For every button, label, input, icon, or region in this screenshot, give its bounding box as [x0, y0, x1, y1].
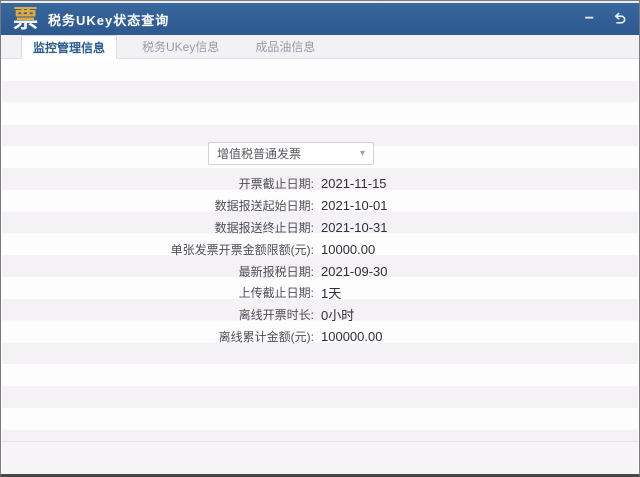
field-row-single-invoice-limit: 单张发票开票金额限额(元): 10000.00 [2, 238, 638, 260]
field-label: 上传截止日期: [238, 286, 314, 301]
field-row-offline-invoicing-duration: 离线开票时长: 0小时 [2, 304, 638, 326]
field-row-report-start-date: 数据报送起始日期: 2021-10-01 [2, 195, 638, 217]
field-value: 100000.00 [321, 328, 383, 344]
field-label: 单张发票开票金额限额(元): [170, 242, 314, 257]
field-value: 2021-10-01 [321, 198, 388, 214]
field-value: 10000.00 [321, 241, 376, 257]
window-title: 税务UKey状态查询 [48, 12, 170, 28]
tab-ukey-info[interactable]: 税务UKey信息 [142, 40, 220, 54]
field-row-latest-tax-filing-date: 最新报税日期: 2021-09-30 [2, 260, 638, 282]
minimize-button[interactable]: − [584, 10, 594, 27]
field-rows: 开票截止日期: 2021-11-15 数据报送起始日期: 2021-10-01 … [2, 173, 638, 347]
chevron-down-icon: ▾ [359, 148, 365, 159]
invoice-type-value: 增值税普通发票 [217, 147, 302, 161]
undo-back-icon[interactable] [611, 12, 627, 27]
field-value: 2021-11-15 [321, 176, 387, 192]
field-value: 0小时 [321, 308, 355, 324]
field-label: 离线累计金额(元): [218, 329, 314, 344]
invoice-ticket-logo-icon: 票 [13, 4, 39, 33]
field-label: 数据报送终止日期: [214, 220, 314, 235]
window-controls: − [583, 9, 627, 29]
tab-monitoring-info[interactable]: 监控管理信息 [21, 35, 118, 59]
title-bar: 票 税务UKey状态查询 − [1, 3, 639, 35]
tab-bar: 监控管理信息 税务UKey信息 成品油信息 [1, 35, 639, 59]
field-label: 数据报送起始日期: [214, 199, 314, 214]
window-top-edge [1, 1, 639, 3]
field-label: 最新报税日期: [238, 264, 314, 279]
tab-refined-oil-info[interactable]: 成品油信息 [255, 40, 316, 54]
invoice-type-select[interactable]: 增值税普通发票 ▾ [208, 142, 374, 165]
content-area: 增值税普通发票 ▾ 开票截止日期: 2021-11-15 数据报送起始日期: 2… [2, 59, 638, 474]
field-value: 2021-09-30 [321, 263, 388, 279]
field-label: 离线开票时长: [238, 308, 314, 323]
field-value: 2021-10-31 [321, 219, 388, 235]
field-row-invoice-deadline: 开票截止日期: 2021-11-15 [2, 173, 638, 195]
footer-strip [2, 441, 638, 474]
field-row-offline-cumulative-amount: 离线累计金额(元): 100000.00 [2, 326, 638, 348]
field-value: 1天 [321, 286, 342, 302]
field-row-report-end-date: 数据报送终止日期: 2021-10-31 [2, 217, 638, 239]
field-row-upload-deadline: 上传截止日期: 1天 [2, 282, 638, 304]
field-label: 开票截止日期: [238, 177, 314, 192]
